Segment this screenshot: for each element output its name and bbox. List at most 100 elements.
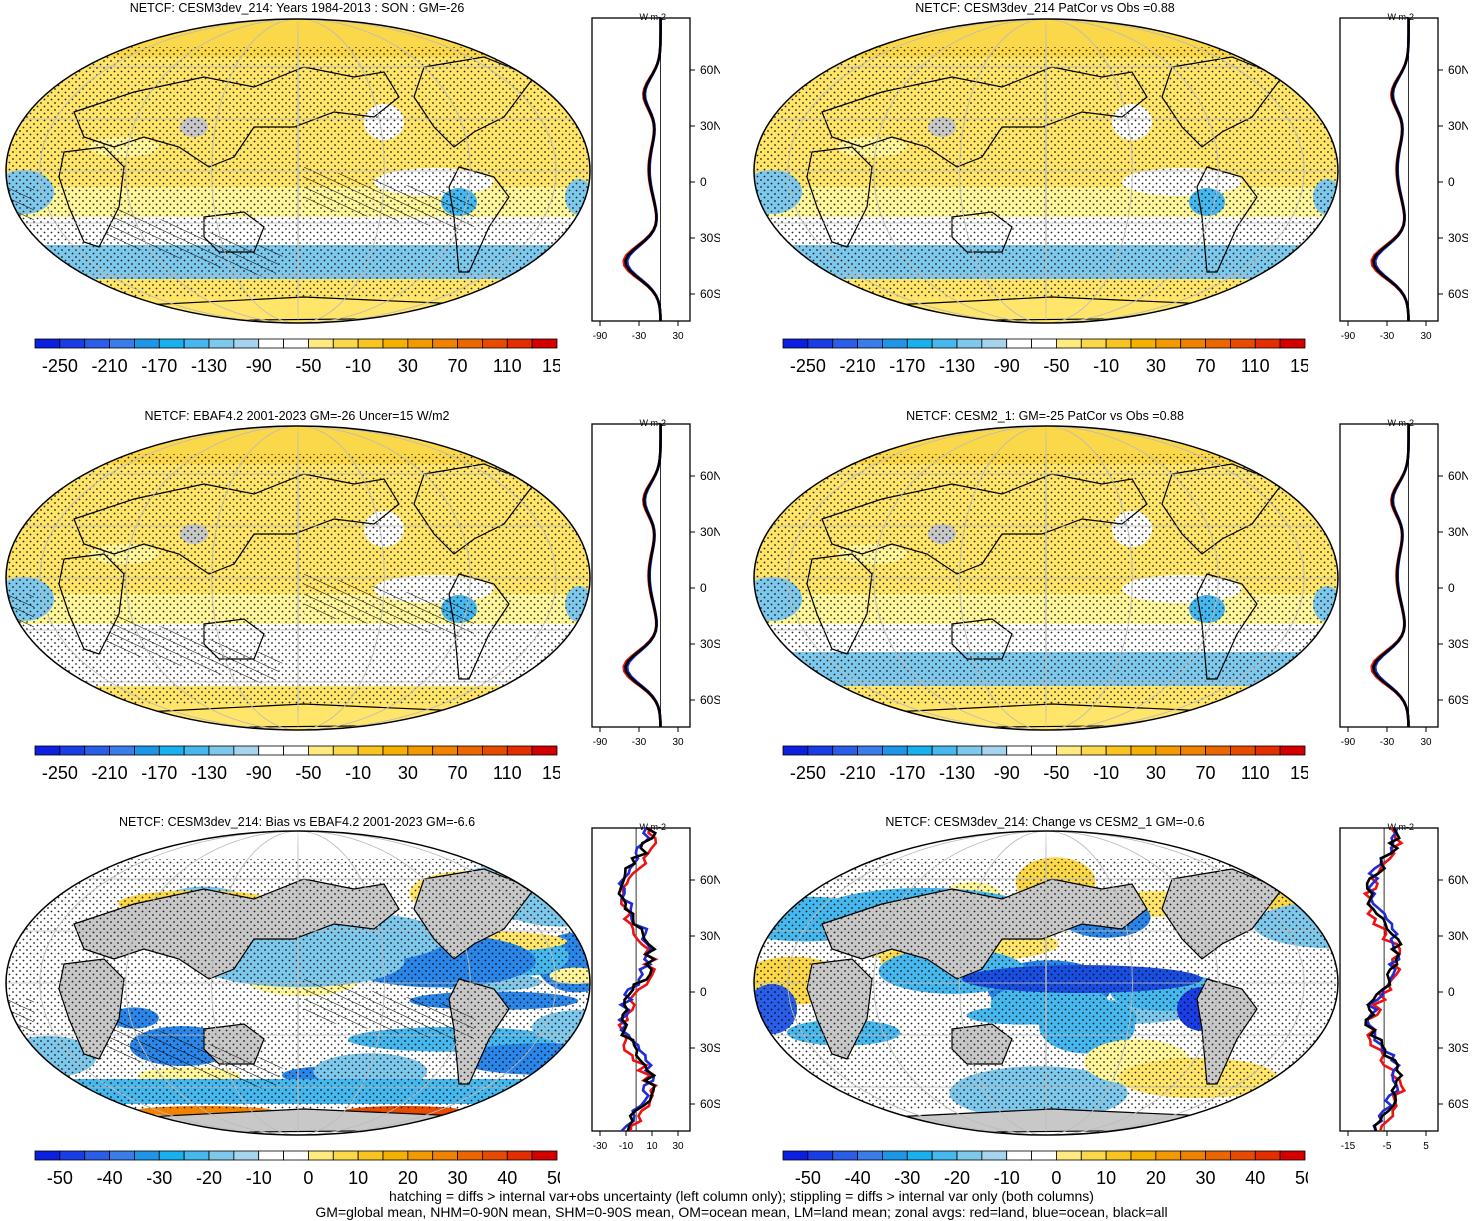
graticule-meridian [125,831,471,1135]
colorbar-box [84,338,110,349]
stippling [6,47,590,297]
colorbar-box [233,1150,260,1161]
colorbar-box [183,745,210,756]
map-field [754,19,1338,323]
panel-title: NETCF: CESM2_1: GM=-25 PatCor vs Obs =0.… [906,409,1184,423]
graticule-meridian [297,426,299,730]
x-tick-label: -10 [619,1141,634,1152]
colorbar-box [158,1150,185,1161]
graticule-meridian [125,426,471,730]
lat-label: 60S [700,287,720,301]
colorbar-box [807,745,834,756]
colorbar-label: -50 [1043,356,1069,376]
colorbar-label: -90 [246,763,272,783]
colorbar-box [208,1150,235,1161]
zonal-mean-plot: W m-2 60N 30N 0 30S 60S -30 -10 10 30 [591,822,720,1152]
colorbar-label: 150 [542,763,560,783]
colorbar-box [1056,1150,1082,1161]
lat-label: 0 [1448,581,1455,595]
colorbar-box [906,745,933,756]
colorbar-label: -10 [345,763,371,783]
graticule-meridian [959,426,1133,730]
colorbar-box [1031,745,1057,756]
colorbar-box [382,1150,409,1161]
footer-notes: hatching = diffs > internal var+obs unce… [0,1188,1483,1220]
map-border [5,830,591,1136]
all-zonal-line [624,18,662,322]
colorbar-box [882,1150,908,1161]
colorbar-box [432,1150,458,1161]
hatching [304,574,474,639]
colorbar-label: 30 [1146,763,1166,783]
colorbar: -250 -210 -170 -130 -90 -50 -10 30 70 110 150 [782,338,1308,376]
colorbar-label: 40 [497,1168,517,1188]
zonal-units: W m-2 [1388,12,1415,22]
panel-title: NETCF: CESM3dev_214: Years 1984-2013 : S… [129,1,465,15]
lat-label: 30N [1448,119,1468,133]
colorbar-label: -40 [845,1168,871,1188]
colorbar-box [482,745,508,756]
lat-label: 30S [1448,1041,1468,1055]
colorbar-label: 70 [1196,763,1216,783]
colorbar-label: 30 [398,356,418,376]
stippling [754,454,1338,704]
lat-label: 30S [1448,231,1468,245]
colorbar-box [1230,338,1256,349]
colorbar-box [109,338,135,349]
colorbar-box [357,1150,384,1161]
lat-label: 30S [700,231,720,245]
world-map [5,425,591,731]
lat-label: 0 [700,175,707,189]
colorbar-box [84,1150,110,1161]
colorbar-box [857,338,883,349]
colorbar-label: -210 [92,356,128,376]
continent-outline [33,1108,565,1135]
colorbar-box [59,338,86,349]
world-map [753,18,1339,324]
colorbar-box [956,1150,983,1161]
colorbar-box [1155,1150,1182,1161]
colorbar-label: 20 [398,1168,418,1188]
x-tick-label: -30 [632,331,647,342]
colorbar-box [258,338,284,349]
x-tick-label: 30 [672,1141,684,1152]
colorbar-box [1006,1150,1032,1161]
all-zonal-line [617,826,658,1132]
x-tick-label: -90 [1341,737,1356,748]
colorbar-box [382,338,409,349]
colorbar-box [931,338,958,349]
colorbar-box [782,1150,809,1161]
lat-label: 60S [700,693,720,707]
graticule-meridian [1045,19,1047,323]
hatching [104,1019,284,1091]
colorbar-box [506,745,533,756]
colorbar-box [1180,745,1206,756]
colorbar-box [283,338,309,349]
colorbar-label: -50 [295,356,321,376]
colorbar-box [258,745,284,756]
zonal-units: W m-2 [640,822,667,832]
colorbar-label: -130 [939,356,975,376]
colorbar-label: -250 [42,356,78,376]
world-map [5,18,591,324]
colorbar-label: -50 [295,763,321,783]
graticule-meridian [959,19,1133,323]
map-field [6,831,590,1135]
colorbar-box [1056,338,1082,349]
colorbar-label: -40 [97,1168,123,1188]
colorbar-box [857,745,883,756]
colorbar-box [1254,1150,1281,1161]
colorbar-box [531,1150,558,1161]
x-tick-label: 30 [672,737,684,748]
colorbar-box [807,1150,834,1161]
colorbar-label: 30 [448,1168,468,1188]
colorbar-box [832,338,858,349]
world-map [5,830,591,1136]
colorbar-box [1130,338,1157,349]
colorbar-label: -210 [840,763,876,783]
all-zonal-line [1372,18,1410,322]
colorbar-box [482,1150,508,1161]
colorbar-label: 10 [1096,1168,1116,1188]
lat-label: 30N [700,119,720,133]
colorbar-box [981,745,1008,756]
